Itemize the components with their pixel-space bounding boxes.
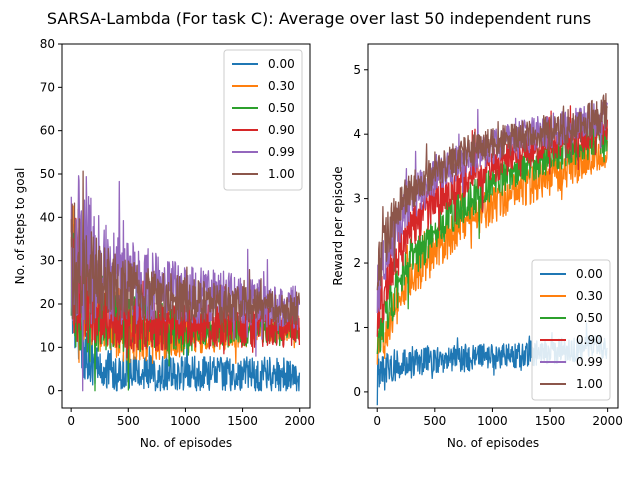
legend-label: 1.00 xyxy=(268,167,295,181)
legend-label: 0.30 xyxy=(576,289,603,303)
legend-label: 0.00 xyxy=(576,267,603,281)
chart-steps: 0 500 1000 1500 2000 0 10 20 30 40 50 60 70 80 No. of … xyxy=(13,37,315,450)
y-tick-label: 80 xyxy=(40,37,55,51)
legend-label: 0.30 xyxy=(268,79,295,93)
series-line-1.00 xyxy=(70,170,301,326)
y-tick-label: 3 xyxy=(353,192,361,206)
y-tick-label: 1 xyxy=(353,320,361,334)
legend-label: 1.00 xyxy=(576,377,603,391)
x-tick-label: 1500 xyxy=(227,414,258,428)
legend-label: 0.90 xyxy=(576,333,603,347)
x-tick-label: 1000 xyxy=(477,414,508,428)
legend-label: 0.99 xyxy=(268,145,295,159)
y-tick-label: 40 xyxy=(40,210,55,224)
figure-title: SARSA-Lambda (For task C): Average over … xyxy=(47,9,591,28)
chart-reward: 0 500 1000 1500 2000 0 1 2 3 4 5 No. of episodes Rew… xyxy=(331,43,623,450)
legend: 0.00 0.30 0.50 0.90 0.99 1.00 xyxy=(223,49,303,191)
x-tick-label: 500 xyxy=(117,414,140,428)
legend-label: 0.50 xyxy=(268,101,295,115)
y-tick-label: 0 xyxy=(47,384,55,398)
legend: 0.00 0.30 0.50 0.90 0.99 1.00 xyxy=(531,259,611,401)
y-tick-label: 10 xyxy=(40,340,55,354)
series-group xyxy=(376,93,608,406)
y-tick-label: 2 xyxy=(353,256,361,270)
legend-label: 0.00 xyxy=(268,57,295,71)
y-axis-title: No. of steps to goal xyxy=(13,168,27,285)
plot-frame xyxy=(61,43,311,409)
y-tick-label: 60 xyxy=(40,124,55,138)
y-axis-title: Reward per episode xyxy=(331,166,345,285)
legend-label: 0.99 xyxy=(576,355,603,369)
legend-label: 0.50 xyxy=(576,311,603,325)
series-line-1.00 xyxy=(376,93,608,291)
y-tick-label: 4 xyxy=(353,127,361,141)
x-tick-label: 0 xyxy=(373,414,381,428)
plot-frame xyxy=(367,43,619,409)
y-tick-label: 50 xyxy=(40,167,55,181)
series-line-0.90 xyxy=(376,105,608,337)
x-axis-title: No. of episodes xyxy=(447,436,539,450)
x-tick-label: 1000 xyxy=(170,414,201,428)
y-tick-label: 70 xyxy=(40,80,55,94)
legend-label: 0.90 xyxy=(268,123,295,137)
y-tick-label: 0 xyxy=(353,385,361,399)
y-tick-label: 20 xyxy=(40,297,55,311)
x-tick-label: 500 xyxy=(423,414,446,428)
x-tick-label: 2000 xyxy=(592,414,623,428)
x-tick-label: 1500 xyxy=(535,414,566,428)
x-tick-label: 0 xyxy=(67,414,75,428)
x-axis-title: No. of episodes xyxy=(140,436,232,450)
y-tick-label: 30 xyxy=(40,254,55,268)
y-tick-label: 5 xyxy=(353,63,361,77)
series-line-0.00 xyxy=(70,236,301,392)
x-tick-label: 2000 xyxy=(284,414,315,428)
series-group xyxy=(70,170,301,392)
